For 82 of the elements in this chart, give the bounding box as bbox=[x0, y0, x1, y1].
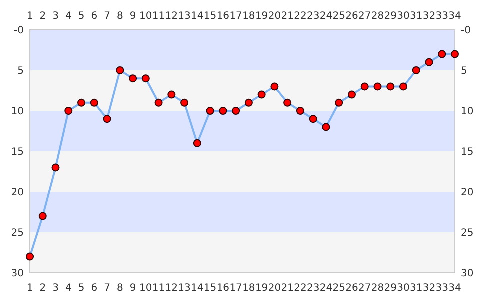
x2-tick-label: 14 bbox=[191, 11, 204, 22]
x2-tick-label: 24 bbox=[320, 11, 333, 22]
x2-tick-label: 32 bbox=[422, 11, 436, 22]
x-tick-label: 4 bbox=[65, 283, 72, 294]
x-tick-label: 11 bbox=[152, 283, 166, 294]
y2-tick-label: -0 bbox=[461, 26, 471, 36]
x-tick-label: 5 bbox=[78, 283, 85, 294]
y-tick-label: 25 bbox=[11, 228, 24, 239]
x2-tick-label: 30 bbox=[397, 11, 410, 22]
x2-tick-label: 22 bbox=[294, 11, 307, 22]
y-tick-label: 30 bbox=[11, 268, 24, 280]
x-tick-label: 27 bbox=[358, 283, 372, 294]
x-tick-label: 2 bbox=[40, 283, 46, 294]
x2-tick-label: 11 bbox=[152, 11, 166, 22]
x2-tick-label: 16 bbox=[216, 11, 230, 22]
x-tick-label: 17 bbox=[230, 283, 242, 294]
x-tick-label: 29 bbox=[384, 283, 397, 294]
y2-tick-label: 30 bbox=[461, 268, 474, 280]
x2-tick-label: 12 bbox=[165, 11, 178, 22]
x-tick-label: 1 bbox=[26, 283, 34, 294]
y2-tick-label: 10 bbox=[461, 106, 474, 118]
x2-tick-label: 26 bbox=[346, 11, 358, 22]
x-tick-label: 20 bbox=[268, 283, 282, 294]
y2-tick-label: 25 bbox=[461, 228, 474, 239]
x2-tick-label: 1 bbox=[26, 11, 34, 22]
x-tick-label: 25 bbox=[332, 283, 346, 294]
x-tick-label: 31 bbox=[410, 283, 423, 294]
x-tick-label: 33 bbox=[436, 283, 448, 294]
y-tick-label: 15 bbox=[11, 147, 24, 158]
x2-tick-label: 33 bbox=[436, 11, 448, 22]
x2-tick-label: 25 bbox=[332, 11, 346, 22]
x2-tick-label: 21 bbox=[281, 11, 294, 22]
x2-tick-label: 7 bbox=[104, 11, 110, 22]
x-tick-label: 9 bbox=[130, 283, 136, 294]
x2-tick-label: 20 bbox=[268, 11, 282, 22]
x-tick-label: 18 bbox=[242, 283, 256, 294]
x2-tick-label: 5 bbox=[78, 11, 85, 22]
x-tick-label: 3 bbox=[52, 283, 59, 294]
x2-tick-label: 4 bbox=[65, 11, 72, 22]
x-tick-label: 22 bbox=[294, 283, 307, 294]
x-tick-label: 28 bbox=[371, 283, 384, 294]
x-tick-label: 10 bbox=[140, 283, 152, 294]
x-tick-label: 15 bbox=[204, 283, 217, 294]
x-tick-label: 8 bbox=[116, 283, 124, 294]
y-tick-label: 20 bbox=[11, 188, 24, 198]
x2-tick-label: 8 bbox=[116, 11, 124, 22]
y-tick-label: -0 bbox=[14, 26, 24, 36]
x-tick-label: 7 bbox=[104, 283, 110, 294]
x-tick-label: 19 bbox=[255, 283, 268, 294]
x-tick-label: 34 bbox=[448, 283, 462, 294]
x2-tick-label: 10 bbox=[140, 11, 152, 22]
x-tick-label: 6 bbox=[91, 283, 98, 294]
x2-tick-label: 29 bbox=[384, 11, 397, 22]
x2-tick-label: 3 bbox=[52, 11, 59, 22]
x2-tick-label: 6 bbox=[91, 11, 98, 22]
x2-tick-label: 15 bbox=[204, 11, 217, 22]
x2-tick-label: 9 bbox=[130, 11, 136, 22]
x-tick-label: 14 bbox=[191, 283, 204, 294]
x-tick-label: 30 bbox=[397, 283, 410, 294]
x2-tick-label: 23 bbox=[306, 11, 320, 22]
x-tick-label: 23 bbox=[306, 283, 320, 294]
x-tick-label: 21 bbox=[281, 283, 294, 294]
x2-tick-label: 19 bbox=[255, 11, 268, 22]
x-tick-label: 24 bbox=[320, 283, 333, 294]
y2-tick-label: 5 bbox=[461, 66, 468, 77]
x2-tick-label: 2 bbox=[40, 11, 46, 22]
x2-tick-label: 31 bbox=[410, 11, 423, 22]
x-tick-label: 16 bbox=[216, 283, 230, 294]
x2-tick-label: 34 bbox=[448, 11, 462, 22]
x-tick-label: 12 bbox=[165, 283, 178, 294]
x-tick-label: 26 bbox=[346, 283, 358, 294]
x2-tick-label: 17 bbox=[230, 11, 242, 22]
x-tick-label: 13 bbox=[178, 283, 191, 294]
y2-tick-label: 20 bbox=[461, 188, 474, 198]
x2-tick-label: 13 bbox=[178, 11, 191, 22]
y-tick-label: 10 bbox=[11, 106, 24, 118]
y-tick-label: 5 bbox=[18, 66, 24, 77]
x2-tick-label: 28 bbox=[371, 11, 384, 22]
x2-tick-label: 18 bbox=[242, 11, 256, 22]
x-tick-label: 32 bbox=[422, 283, 436, 294]
y2-tick-label: 15 bbox=[461, 147, 474, 158]
x2-tick-label: 27 bbox=[358, 11, 372, 22]
